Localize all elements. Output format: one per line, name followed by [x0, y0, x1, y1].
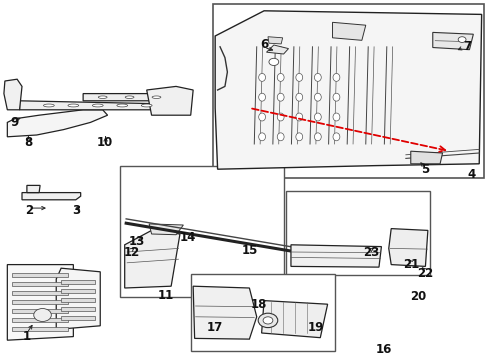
- Bar: [61, 280, 95, 284]
- Polygon shape: [290, 245, 381, 267]
- Bar: [212, 4, 483, 178]
- Ellipse shape: [98, 96, 107, 98]
- Polygon shape: [124, 230, 180, 288]
- Polygon shape: [149, 224, 183, 235]
- Polygon shape: [267, 37, 282, 44]
- Polygon shape: [146, 86, 193, 115]
- Ellipse shape: [258, 113, 265, 121]
- Ellipse shape: [277, 133, 284, 141]
- Polygon shape: [388, 229, 427, 266]
- Text: 19: 19: [306, 321, 323, 334]
- Ellipse shape: [117, 104, 127, 107]
- Polygon shape: [410, 151, 442, 164]
- Ellipse shape: [258, 73, 265, 81]
- Text: 14: 14: [180, 231, 196, 244]
- Polygon shape: [22, 193, 81, 200]
- Text: 9: 9: [11, 116, 19, 129]
- Polygon shape: [83, 94, 188, 101]
- Ellipse shape: [332, 73, 339, 81]
- Bar: [61, 307, 95, 311]
- Text: 22: 22: [416, 267, 433, 280]
- Bar: [285, 191, 429, 275]
- Bar: [190, 274, 334, 351]
- Bar: [61, 289, 95, 293]
- Ellipse shape: [314, 93, 321, 101]
- Bar: [120, 166, 283, 297]
- Ellipse shape: [332, 93, 339, 101]
- Polygon shape: [432, 32, 472, 50]
- Polygon shape: [266, 45, 288, 54]
- Text: 2: 2: [25, 204, 33, 217]
- Ellipse shape: [332, 133, 339, 141]
- Bar: [12, 300, 68, 304]
- Ellipse shape: [258, 133, 265, 141]
- Ellipse shape: [314, 133, 321, 141]
- Circle shape: [268, 58, 278, 66]
- Polygon shape: [332, 22, 365, 40]
- Polygon shape: [7, 110, 107, 137]
- Text: 18: 18: [250, 298, 267, 311]
- Text: 17: 17: [206, 321, 223, 334]
- Ellipse shape: [141, 104, 152, 107]
- Ellipse shape: [258, 93, 265, 101]
- Polygon shape: [193, 286, 256, 339]
- Polygon shape: [215, 11, 481, 169]
- Text: 4: 4: [467, 168, 475, 181]
- Text: 20: 20: [409, 291, 426, 303]
- Ellipse shape: [152, 96, 161, 98]
- Polygon shape: [27, 185, 40, 193]
- Ellipse shape: [295, 113, 302, 121]
- Text: 6: 6: [260, 39, 267, 51]
- Ellipse shape: [125, 96, 134, 98]
- Ellipse shape: [277, 73, 284, 81]
- Polygon shape: [7, 265, 73, 340]
- Bar: [12, 309, 68, 313]
- Text: 5: 5: [421, 163, 428, 176]
- Bar: [12, 273, 68, 277]
- Text: 13: 13: [128, 235, 145, 248]
- Circle shape: [34, 309, 51, 321]
- Ellipse shape: [68, 104, 79, 107]
- Text: 11: 11: [158, 289, 174, 302]
- Text: 12: 12: [123, 246, 140, 258]
- Polygon shape: [261, 301, 327, 338]
- Bar: [12, 318, 68, 322]
- Ellipse shape: [295, 93, 302, 101]
- Text: 23: 23: [363, 246, 379, 258]
- Ellipse shape: [92, 104, 103, 107]
- Text: 1: 1: [23, 330, 31, 343]
- Text: 8: 8: [24, 136, 32, 149]
- Bar: [61, 316, 95, 320]
- Text: 16: 16: [375, 343, 391, 356]
- Text: 7: 7: [462, 40, 470, 53]
- Ellipse shape: [314, 113, 321, 121]
- Text: 10: 10: [97, 136, 113, 149]
- Bar: [12, 327, 68, 331]
- Ellipse shape: [277, 113, 284, 121]
- Text: 15: 15: [241, 244, 257, 257]
- Text: 3: 3: [72, 204, 80, 217]
- Polygon shape: [4, 79, 22, 110]
- Polygon shape: [20, 101, 190, 110]
- Ellipse shape: [295, 73, 302, 81]
- Ellipse shape: [332, 113, 339, 121]
- Circle shape: [263, 317, 272, 324]
- Circle shape: [258, 313, 277, 328]
- Ellipse shape: [295, 133, 302, 141]
- Ellipse shape: [43, 104, 54, 107]
- Bar: [12, 291, 68, 295]
- Bar: [12, 282, 68, 286]
- Text: 21: 21: [402, 258, 418, 271]
- Circle shape: [457, 37, 465, 42]
- Ellipse shape: [277, 93, 284, 101]
- Bar: [61, 298, 95, 302]
- Polygon shape: [56, 268, 100, 329]
- Ellipse shape: [314, 73, 321, 81]
